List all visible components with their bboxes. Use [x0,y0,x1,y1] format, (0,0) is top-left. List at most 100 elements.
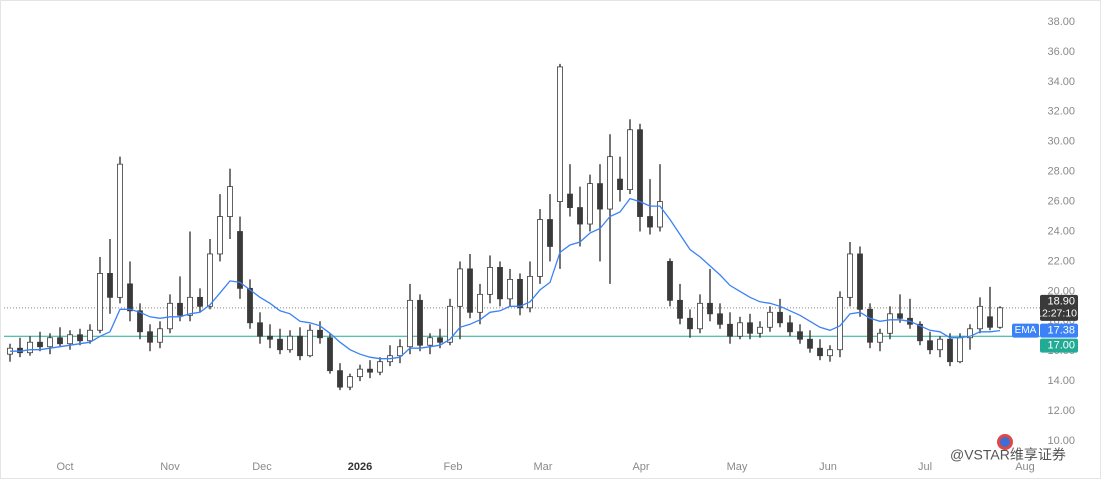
candle-body [977,305,983,330]
candle-body [647,216,653,228]
candle-body [357,368,363,378]
candle-body [37,341,43,348]
candle-body [447,305,453,343]
candle-body [147,331,153,343]
candle-body [757,326,763,334]
candle-body [507,278,513,300]
candle-body [727,323,733,337]
x-tick-label: 2026 [348,461,372,473]
x-tick-label: Nov [160,461,180,473]
x-tick-label: Oct [56,461,73,473]
hline-box [1040,338,1078,353]
candle-body [747,322,753,334]
x-tick-label: Mar [534,461,553,473]
candle-body [827,349,833,357]
y-tick-label: 36.00 [1047,46,1075,58]
candle-body [627,129,633,191]
candle-body [57,337,63,345]
y-tick-label: 26.00 [1047,195,1075,207]
candle-body [87,329,93,342]
candle-body [887,313,893,334]
candle-body [257,322,263,337]
candle-body [347,376,353,388]
candle-body [597,183,603,210]
y-tick-label: 14.00 [1047,375,1075,387]
candle-body [487,267,493,295]
candle-body [567,193,573,208]
x-tick-label: Aug [1015,461,1035,473]
x-tick-label: Dec [252,461,272,473]
candle-body [547,219,553,247]
candle-body [687,317,693,330]
candle-body [677,299,683,319]
y-tick-label: 12.00 [1047,405,1075,417]
candle-body [467,268,473,313]
y-tick-label: 32.00 [1047,106,1075,118]
candle-body [287,335,293,351]
candle-body [407,299,413,348]
candle-body [927,340,933,351]
candle-body [197,296,203,307]
candle-body [657,201,663,228]
candle-body [787,322,793,333]
candle-body [457,268,463,307]
candle-body [537,219,543,277]
candle-body [167,302,173,330]
candle-body [847,253,853,298]
candle-body [867,308,873,343]
candle-body [857,253,863,310]
watermark: @VSTAR维享证券 [950,447,1066,463]
ema-value-box [1040,323,1078,338]
candle-body [267,335,273,340]
candle-body [377,361,383,373]
candle-body [767,311,773,328]
last-price-label: 18.90 [1047,296,1075,308]
candle-body [117,163,123,298]
candle-body [937,338,943,351]
y-tick-label: 20.00 [1047,285,1075,297]
candle-body [947,338,953,363]
watermark-logo [997,434,1013,450]
candle-body [157,328,163,343]
candle-body [317,329,323,339]
ema-name: EMA [1015,325,1037,336]
x-tick-label: Feb [444,461,463,473]
candle-body [177,302,183,316]
candle-body [617,178,623,191]
x-tick-label: Jul [918,461,932,473]
x-tick-label: May [727,461,748,473]
candle-body [637,129,643,217]
last-price-box [1040,294,1078,321]
y-tick-label: 10.00 [1047,435,1075,447]
x-tick-label: Apr [632,461,649,473]
candle-body [877,332,883,343]
candle-body [237,231,243,289]
candle-body [327,337,333,372]
candle-body [897,313,903,319]
candle-body [777,311,783,324]
candle-body [337,370,343,388]
candle-body [427,337,433,346]
y-tick-label: 30.00 [1047,136,1075,148]
candle-body [817,347,823,357]
candle-body [77,334,83,342]
candle-body [367,368,373,373]
candle-body [807,338,813,349]
y-tick-label: 38.00 [1047,16,1075,28]
y-tick-label: 34.00 [1047,76,1075,88]
candle-body [67,334,73,345]
hline-label: 17.00 [1047,339,1075,351]
ema-line [10,197,1001,360]
y-tick-label: 28.00 [1047,166,1075,178]
candle-body [437,337,443,343]
ema-value-label: 17.38 [1047,324,1075,336]
candle-body [797,331,803,340]
candle-body [707,302,713,315]
candle-body [917,323,923,342]
candle-body [187,296,193,316]
candle-body [717,313,723,325]
candle-body [587,183,593,225]
candle-body [307,329,313,357]
x-tick-label: Jun [819,461,837,473]
candle-body [737,322,743,337]
